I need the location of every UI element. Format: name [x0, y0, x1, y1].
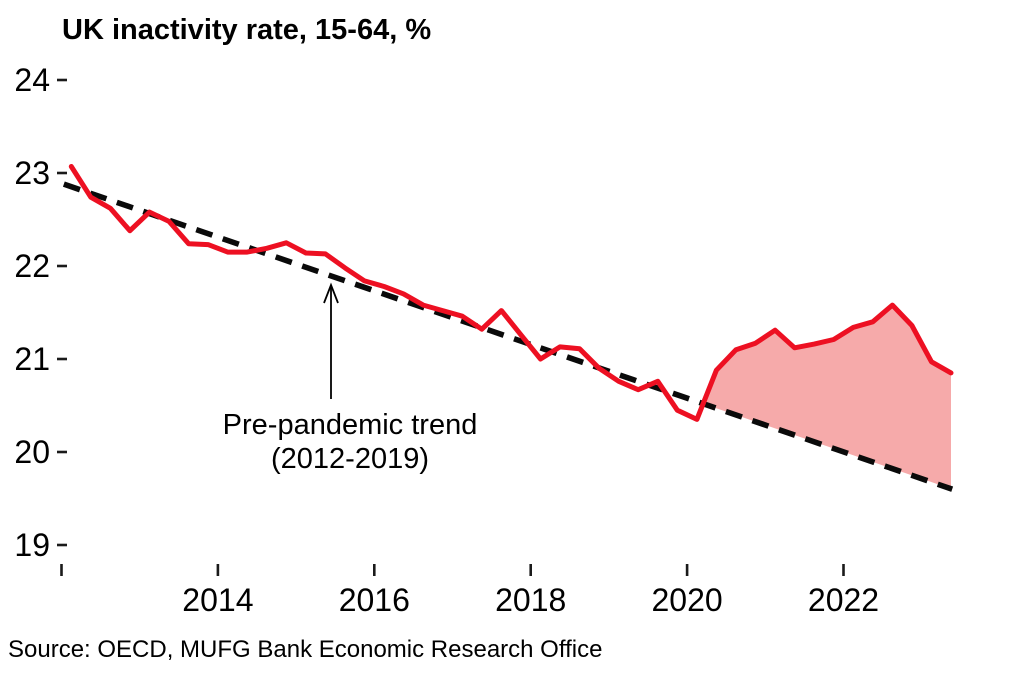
gap-fill-area — [703, 305, 951, 489]
y-tick-label: 19 — [14, 527, 50, 563]
actual-line — [68, 164, 954, 422]
x-tick-label: 2018 — [495, 582, 566, 618]
annotation-line2: (2012-2019) — [271, 443, 429, 475]
x-tick-label: 2022 — [808, 582, 879, 618]
y-tick-label: 23 — [14, 155, 50, 191]
y-tick-label: 21 — [14, 341, 50, 377]
x-tick-label: 2020 — [652, 582, 723, 618]
trend-annotation: Pre-pandemic trend (2012-2019) — [223, 408, 478, 476]
x-tick-label: 2014 — [182, 582, 253, 618]
trend-line — [62, 181, 954, 492]
chart-title: UK inactivity rate, 15-64, % — [62, 14, 432, 46]
annotation-line1: Pre-pandemic trend — [222, 409, 478, 441]
y-tick-label: 20 — [14, 434, 50, 470]
actual-line-layer — [68, 164, 954, 422]
trend-line-layer — [62, 181, 954, 492]
y-tick-label: 24 — [14, 62, 50, 98]
y-tick-label: 22 — [14, 248, 50, 284]
source-note: Source: OECD, MUFG Bank Economic Researc… — [8, 636, 603, 663]
annotation-arrow — [323, 282, 339, 399]
axis-ticks-layer: 24 23 22 21 20 19 2014 2016 2018 2020 2022 — [14, 62, 879, 618]
x-tick-label: 2016 — [339, 582, 410, 618]
gap-fill-layer — [703, 305, 951, 489]
